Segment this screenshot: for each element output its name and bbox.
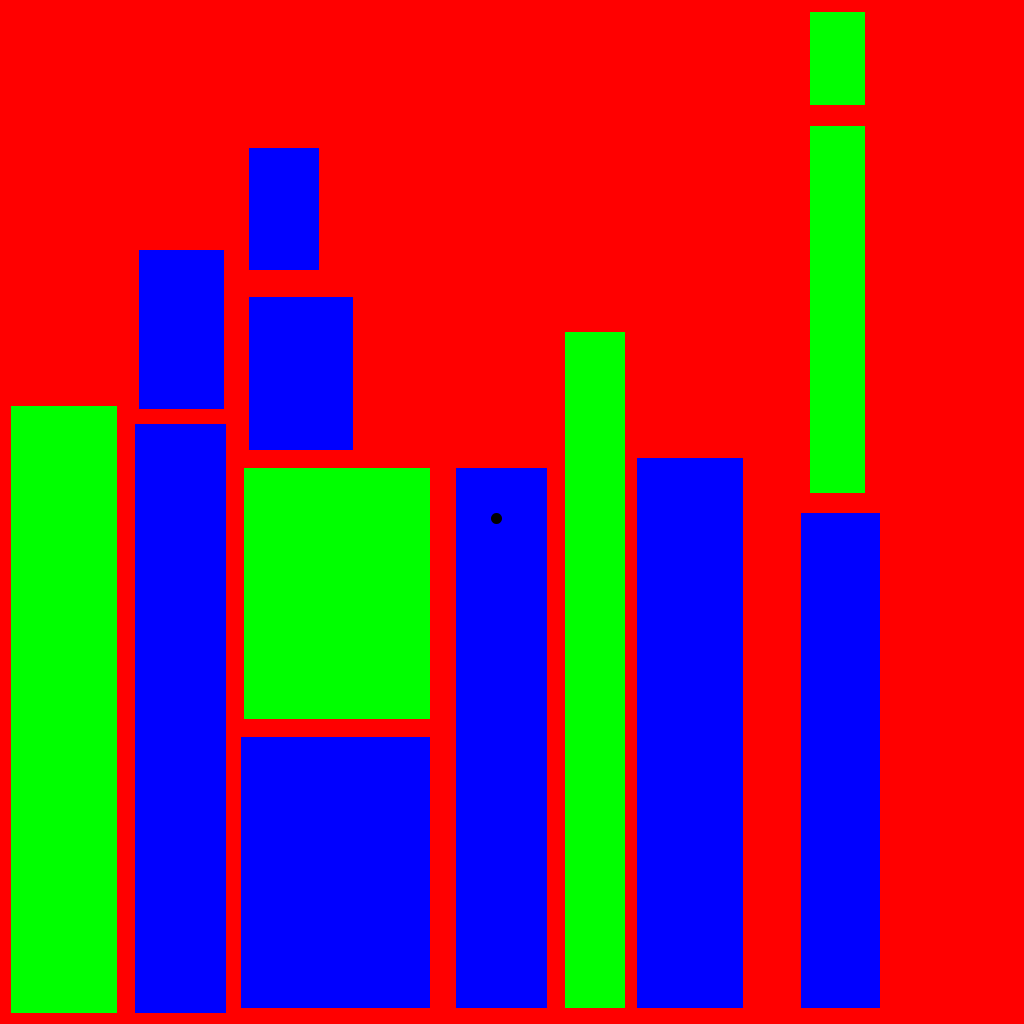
- green-block: [11, 406, 117, 1013]
- blue-block: [249, 297, 353, 450]
- green-block: [565, 332, 625, 1008]
- blue-block: [456, 468, 547, 1008]
- green-block: [810, 12, 865, 105]
- blue-block: [139, 250, 224, 409]
- blue-block: [135, 424, 226, 1013]
- black-dot-marker: [491, 513, 502, 524]
- blue-block: [249, 148, 319, 270]
- blue-block: [637, 458, 743, 1008]
- green-block: [810, 126, 865, 493]
- blue-block: [241, 737, 430, 1008]
- blue-block: [801, 513, 880, 1008]
- green-block: [244, 468, 430, 719]
